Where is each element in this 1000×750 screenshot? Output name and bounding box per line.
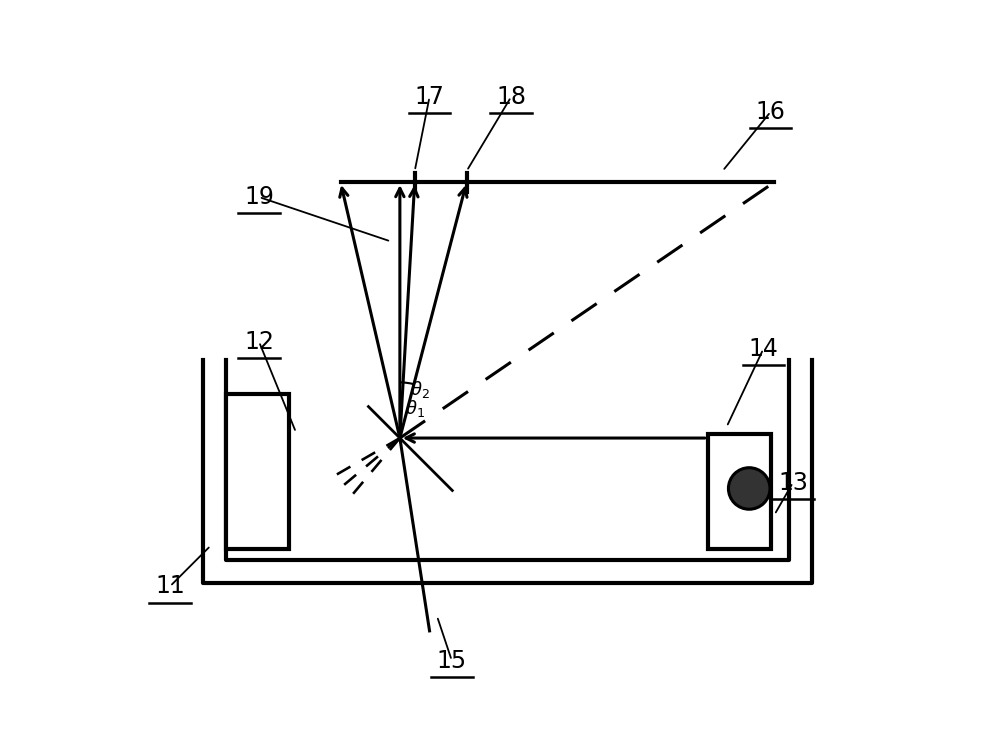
Text: 13: 13 <box>778 470 808 494</box>
Polygon shape <box>226 394 289 549</box>
Text: 17: 17 <box>415 85 444 109</box>
Text: 14: 14 <box>748 337 778 361</box>
Circle shape <box>728 468 770 509</box>
Text: 11: 11 <box>155 574 185 598</box>
Text: 15: 15 <box>437 649 467 673</box>
Polygon shape <box>708 434 771 549</box>
Text: $\theta_1$: $\theta_1$ <box>405 398 425 418</box>
Text: $\theta_2$: $\theta_2$ <box>410 380 430 400</box>
Text: 12: 12 <box>244 329 274 353</box>
Text: 19: 19 <box>244 185 274 209</box>
Text: 16: 16 <box>756 100 786 124</box>
Text: 18: 18 <box>496 85 526 109</box>
